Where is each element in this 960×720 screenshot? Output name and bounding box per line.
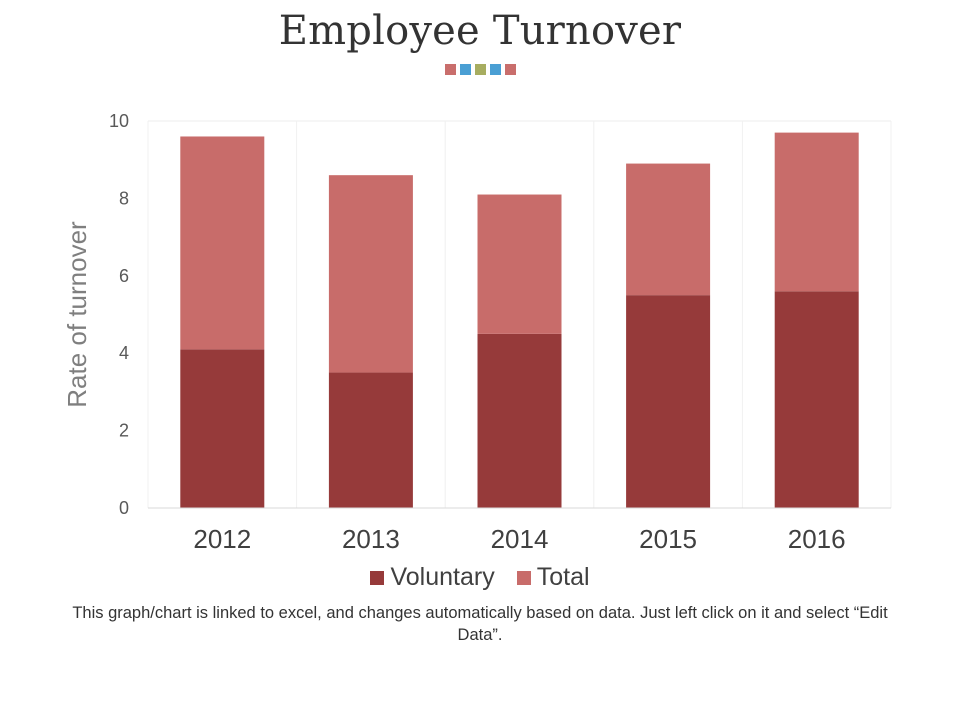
x-tick-label: 2012 [193,524,251,554]
title-dot [489,64,501,75]
bar-voluntary-2012 [180,349,265,508]
legend-item-voluntary: Voluntary [370,563,495,592]
y-tick-label: 0 [119,498,129,518]
bar-voluntary-2013 [328,372,413,508]
title-dot [444,64,456,75]
y-tick-label: 6 [119,266,129,286]
title-decoration [0,64,960,75]
legend-swatch-total [516,570,531,585]
bar-total-2014 [477,194,562,334]
bar-total-2016 [774,132,859,292]
legend-item-total: Total [516,563,590,592]
bar-voluntary-2015 [626,295,711,508]
title-dot [474,64,486,75]
x-tick-label: 2016 [788,524,846,554]
x-tick-label: 2014 [491,524,549,554]
bar-total-2015 [626,163,711,296]
y-axis-label: Rate of turnover [62,221,92,408]
title-dot [459,64,471,75]
y-tick-label: 4 [119,343,129,363]
bar-voluntary-2014 [477,333,562,508]
y-tick-label: 10 [109,111,129,131]
chart-legend: Voluntary Total [0,563,960,592]
x-tick-label: 2015 [639,524,697,554]
slide-title: Employee Turnover [278,8,682,54]
y-tick-label: 8 [119,188,129,208]
bar-total-2013 [328,175,413,373]
bar-total-2012 [180,136,265,350]
footnote: This graph/chart is linked to excel, and… [72,604,888,644]
legend-label-voluntary: Voluntary [390,563,495,591]
bar-voluntary-2016 [774,291,859,508]
x-tick-label: 2013 [342,524,400,554]
title-dot [504,64,516,75]
y-tick-label: 2 [119,421,129,441]
legend-swatch-voluntary [370,570,385,585]
legend-label-total: Total [536,563,590,591]
